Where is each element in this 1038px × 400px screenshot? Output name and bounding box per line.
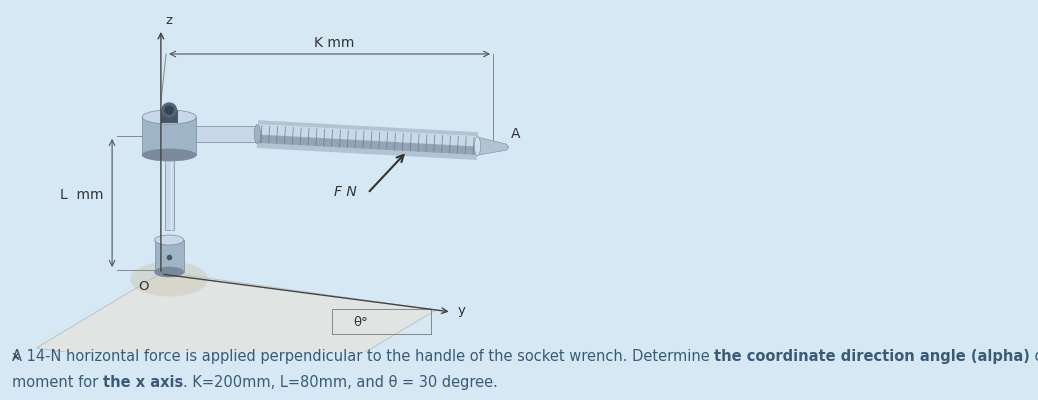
Circle shape bbox=[162, 103, 176, 117]
Text: K mm: K mm bbox=[313, 36, 354, 50]
Bar bbox=[164, 155, 174, 230]
Ellipse shape bbox=[142, 110, 196, 124]
Text: A 14-N horizontal force is applied perpendicular to the handle of the socket wre: A 14-N horizontal force is applied perpe… bbox=[12, 349, 714, 364]
Text: O: O bbox=[138, 280, 148, 293]
Text: moment for: moment for bbox=[12, 375, 103, 390]
Polygon shape bbox=[36, 272, 436, 386]
Ellipse shape bbox=[474, 136, 481, 156]
Text: the coordinate direction angle (alpha): the coordinate direction angle (alpha) bbox=[714, 349, 1031, 364]
Ellipse shape bbox=[254, 124, 261, 144]
Bar bbox=[142, 117, 196, 155]
Text: z: z bbox=[165, 14, 172, 27]
Text: the x axis: the x axis bbox=[103, 375, 183, 390]
Polygon shape bbox=[477, 137, 509, 155]
Text: of the: of the bbox=[1031, 349, 1038, 364]
Text: A: A bbox=[511, 127, 520, 141]
Ellipse shape bbox=[155, 235, 184, 245]
Ellipse shape bbox=[142, 149, 196, 161]
Bar bbox=[194, 126, 261, 142]
Text: y: y bbox=[458, 304, 466, 317]
Text: . K=200mm, L=80mm, and θ = 30 degree.: . K=200mm, L=80mm, and θ = 30 degree. bbox=[183, 375, 498, 390]
Text: L  mm: L mm bbox=[60, 188, 104, 202]
Circle shape bbox=[165, 106, 173, 114]
Text: x: x bbox=[11, 350, 20, 363]
Ellipse shape bbox=[131, 262, 208, 296]
Bar bbox=[155, 240, 184, 272]
Ellipse shape bbox=[155, 267, 184, 277]
Text: F N: F N bbox=[334, 185, 357, 199]
Text: θ°: θ° bbox=[353, 316, 367, 329]
Bar bbox=[161, 110, 177, 122]
